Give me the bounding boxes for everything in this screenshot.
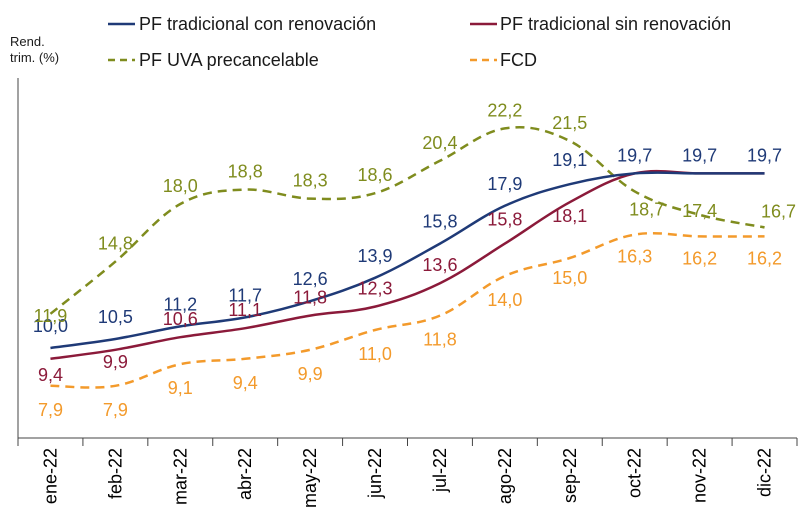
series-line-fcd (50, 231, 765, 389)
data-label-pf-uva: 11,9 (34, 306, 68, 326)
data-label-pf-uva: 18,8 (228, 162, 263, 182)
data-label-fcd: 9,4 (233, 373, 258, 393)
data-label-pf-uva: 20,4 (422, 133, 457, 153)
x-tick-label: dic-22 (755, 448, 775, 497)
data-label-pf-uva: 18,6 (358, 165, 393, 185)
x-tick-label: may-22 (300, 448, 320, 508)
data-label-fcd: 15,0 (552, 268, 587, 288)
data-label-fcd: 16,2 (682, 248, 717, 268)
data-label-pf-con-renovacion: 19,7 (682, 145, 717, 165)
x-tick-label: abr-22 (235, 448, 255, 500)
series-lines (49, 125, 765, 389)
data-label-pf-con-renovacion: 17,9 (487, 174, 522, 194)
y-axis-label: Rend. trim. (%) (10, 34, 59, 65)
data-label-fcd: 9,1 (168, 378, 193, 398)
data-label-pf-uva: 16,7 (761, 201, 796, 221)
data-label-pf-con-renovacion: 13,9 (358, 246, 393, 266)
legend-label-pf-uva: PF UVA precancelable (139, 50, 319, 70)
data-label-pf-uva: 18,0 (163, 176, 198, 196)
data-label-pf-sin-renovacion: 15,8 (487, 210, 522, 230)
data-label-pf-con-renovacion: 15,8 (422, 212, 457, 232)
data-label-pf-sin-renovacion: 10,6 (163, 309, 198, 329)
x-tick-label: nov-22 (690, 448, 710, 503)
data-label-fcd: 16,2 (747, 248, 782, 268)
data-label-pf-sin-renovacion: 12,3 (358, 279, 393, 299)
legend: PF tradicional con renovación PF tradici… (108, 14, 731, 70)
data-label-pf-con-renovacion: 11,7 (228, 285, 262, 305)
x-tick-label: jul-22 (430, 448, 450, 493)
data-label-pf-con-renovacion: 10,5 (98, 307, 133, 327)
data-label-pf-con-renovacion: 10,0 (33, 316, 68, 336)
data-label-fcd: 14,0 (487, 290, 522, 310)
x-tick-label: feb-22 (105, 448, 125, 499)
x-tick-label: jun-22 (365, 448, 385, 499)
data-label-pf-sin-renovacion: 11,8 (293, 288, 327, 308)
data-label-fcd: 7,9 (103, 400, 128, 420)
data-label-pf-uva: 22,2 (487, 100, 522, 120)
data-label-pf-con-renovacion: 12,6 (293, 269, 328, 289)
data-label-fcd: 7,9 (38, 400, 63, 420)
series-line-pf-uva (49, 125, 765, 315)
data-labels: 10,0 10,5 11,2 11,7 12,6 13,9 15,8 17,9 19,1 19,7… (33, 100, 796, 419)
data-label-pf-uva: 14,8 (98, 234, 133, 254)
data-label-pf-sin-renovacion: 9,9 (103, 352, 128, 372)
data-label-pf-uva: 17,4 (682, 201, 717, 221)
data-label-pf-sin-renovacion: 13,6 (422, 255, 457, 275)
x-tick-label: ene-22 (40, 448, 60, 504)
x-tick-label: oct-22 (625, 448, 645, 498)
data-label-pf-con-renovacion: 11,2 (163, 294, 197, 314)
x-tick-label: mar-22 (170, 448, 190, 505)
data-label-pf-sin-renovacion: 9,4 (38, 365, 63, 385)
x-tick-label: sep-22 (560, 448, 580, 503)
data-label-pf-con-renovacion: 19,7 (747, 145, 782, 165)
data-label-fcd: 11,0 (358, 344, 392, 364)
data-label-pf-uva: 21,5 (552, 113, 587, 133)
x-ticks: ene-22 feb-22 mar-22 abr-22 may-22 jun-22 jul-… (17, 438, 798, 508)
data-label-pf-uva: 18,7 (629, 199, 664, 219)
x-tick-label: ago-22 (495, 448, 515, 504)
data-label-pf-uva: 18,3 (293, 171, 328, 191)
data-label-pf-sin-renovacion: 18,1 (552, 206, 587, 226)
data-label-pf-sin-renovacion: 11,1 (228, 300, 262, 320)
series-line-pf-con-renovacion (50, 171, 765, 350)
y-axis-label-line-1: Rend. (10, 34, 45, 49)
y-axis-label-line-2: trim. (%) (10, 50, 59, 65)
data-label-pf-con-renovacion: 19,1 (552, 150, 587, 170)
data-label-fcd: 9,9 (298, 364, 323, 384)
legend-label-fcd: FCD (500, 50, 537, 70)
data-label-fcd: 11,8 (423, 330, 457, 350)
legend-label-pf-sin-renovacion: PF tradicional sin renovación (500, 14, 731, 34)
legend-label-pf-con-renovacion: PF tradicional con renovación (139, 14, 376, 34)
data-label-pf-con-renovacion: 19,7 (617, 145, 652, 165)
data-label-fcd: 16,3 (617, 247, 652, 267)
